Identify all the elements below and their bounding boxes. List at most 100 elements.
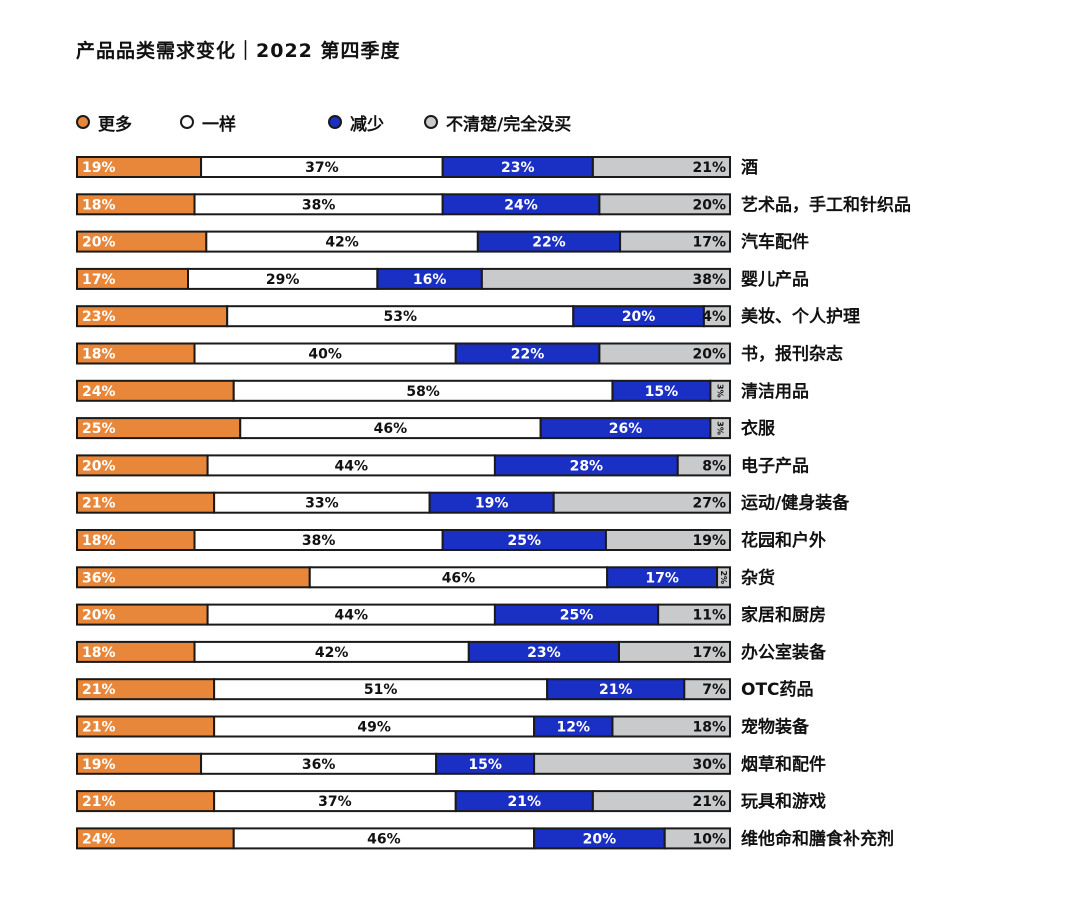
data-label-less: 21% <box>508 794 542 810</box>
bar-row: 25% 46% 26% 3% 衣服 <box>76 417 776 440</box>
legend-item-same: 一样 <box>180 108 236 136</box>
bar-row: 17% 29% 16% 38% 婴儿产品 <box>76 267 809 290</box>
data-label-same: 44% <box>335 608 369 624</box>
category-label: 花园和户外 <box>741 530 826 551</box>
data-label-less: 12% <box>557 720 591 736</box>
category-label: 艺术品，手工和针织品 <box>741 194 911 215</box>
category-label: 清洁用品 <box>741 381 809 402</box>
category-label: OTC药品 <box>741 679 814 700</box>
bar-row: 19% 37% 23% 21% 酒 <box>76 156 758 178</box>
data-label-unsure: 3% <box>716 384 725 398</box>
data-label-more: 36% <box>82 570 116 586</box>
bar-segment-unsure <box>663 827 732 850</box>
category-label: 电子产品 <box>741 455 809 476</box>
data-label-same: 33% <box>305 496 339 512</box>
data-label-unsure: 4% <box>702 309 726 325</box>
data-label-same: 29% <box>266 272 300 288</box>
data-label-same: 37% <box>318 794 352 810</box>
bar-row: 18% 38% 24% 20% 艺术品，手工和针织品 <box>76 193 911 216</box>
data-label-same: 58% <box>406 384 440 400</box>
bar-segment-unsure <box>716 566 732 589</box>
data-label-less: 22% <box>511 347 545 363</box>
bar-row: 21% 37% 21% 21% 玩具和游戏 <box>76 790 826 813</box>
category-label: 办公室装备 <box>741 642 827 663</box>
data-label-less: 20% <box>622 309 656 325</box>
data-label-more: 21% <box>82 794 116 810</box>
bar-segment-unsure <box>709 417 731 440</box>
data-label-unsure: 21% <box>692 160 726 176</box>
bar-segment-unsure <box>657 603 731 626</box>
data-label-same: 36% <box>302 757 336 773</box>
bar-segment-unsure <box>604 529 731 551</box>
legend-label-same: 一样 <box>202 114 236 135</box>
data-label-less: 21% <box>599 682 633 698</box>
legend-swatch-less <box>328 115 342 129</box>
legend-item-less: 减少 <box>328 108 384 136</box>
legend-item-unsure: 不清楚/完全没买 <box>424 108 571 136</box>
data-label-more: 17% <box>82 272 116 288</box>
category-label: 玩具和游戏 <box>741 791 826 812</box>
data-label-more: 18% <box>82 533 116 549</box>
legend: 更多 一样 减少 不清楚/完全没买 <box>76 108 716 136</box>
data-label-same: 46% <box>367 831 401 847</box>
category-label: 运动/健身装备 <box>741 493 850 514</box>
data-label-less: 19% <box>475 496 509 512</box>
category-label: 酒 <box>741 157 758 178</box>
bar-row: 18% 42% 23% 17% 办公室装备 <box>76 640 827 663</box>
data-label-less: 20% <box>583 831 617 847</box>
data-label-unsure: 27% <box>692 496 726 512</box>
data-label-less: 23% <box>527 645 561 661</box>
data-label-less: 25% <box>508 533 542 549</box>
bar-segment-unsure <box>552 491 731 514</box>
category-label: 家居和厨房 <box>741 605 826 626</box>
category-label: 书，报刊杂志 <box>741 344 843 365</box>
legend-swatch-more <box>76 115 90 129</box>
bar-row: 18% 40% 22% 20% 书，报刊杂志 <box>76 342 843 365</box>
category-label: 烟草和配件 <box>741 754 826 775</box>
data-label-more: 21% <box>82 496 116 512</box>
data-label-unsure: 7% <box>702 682 726 698</box>
data-label-unsure: 19% <box>692 533 726 549</box>
chart-title: 产品品类需求变化｜2022 第四季度 <box>76 40 401 62</box>
data-label-more: 18% <box>82 347 116 363</box>
data-label-same: 44% <box>335 458 369 474</box>
data-label-unsure: 20% <box>692 197 726 213</box>
bar-row: 24% 46% 20% 10% 维他命和膳食补充剂 <box>76 827 894 850</box>
data-label-unsure: 8% <box>702 458 726 474</box>
bar-segment-unsure <box>611 715 732 738</box>
data-label-more: 19% <box>82 757 116 773</box>
bar-segment-unsure <box>683 678 731 701</box>
legend-item-more: 更多 <box>76 108 132 136</box>
data-label-more: 23% <box>82 309 116 325</box>
data-label-more: 21% <box>82 720 116 736</box>
data-label-same: 37% <box>305 160 339 176</box>
data-label-more: 25% <box>82 421 116 437</box>
bar-row: 21% 51% 21% 7% OTC药品 <box>76 678 814 701</box>
data-label-unsure: 20% <box>692 347 726 363</box>
data-label-same: 49% <box>357 720 391 736</box>
data-label-more: 19% <box>82 160 116 176</box>
bar-segment-unsure <box>702 305 732 328</box>
data-label-more: 20% <box>82 608 116 624</box>
data-label-more: 24% <box>82 831 116 847</box>
data-label-same: 40% <box>308 347 342 363</box>
data-label-more: 20% <box>82 458 116 474</box>
data-label-unsure: 17% <box>692 645 726 661</box>
bar-segment-unsure <box>617 640 731 663</box>
bar-segment-unsure <box>533 752 731 775</box>
data-label-same: 51% <box>364 682 398 698</box>
legend-label-unsure: 不清楚/完全没买 <box>446 114 572 135</box>
data-label-less: 17% <box>645 570 679 586</box>
data-label-unsure: 11% <box>692 608 726 624</box>
bar-segment-unsure <box>591 790 731 813</box>
bar-row: 20% 44% 25% 11% 家居和厨房 <box>76 603 826 626</box>
legend-swatch-unsure <box>424 115 438 129</box>
category-label: 维他命和膳食补充剂 <box>741 828 894 849</box>
bar-row: 18% 38% 25% 19% 花园和户外 <box>76 529 826 551</box>
bar-segment-unsure <box>676 454 732 477</box>
bar-segment-unsure <box>619 230 732 253</box>
data-label-more: 20% <box>82 235 116 251</box>
data-label-same: 42% <box>315 645 349 661</box>
data-label-same: 38% <box>302 533 336 549</box>
